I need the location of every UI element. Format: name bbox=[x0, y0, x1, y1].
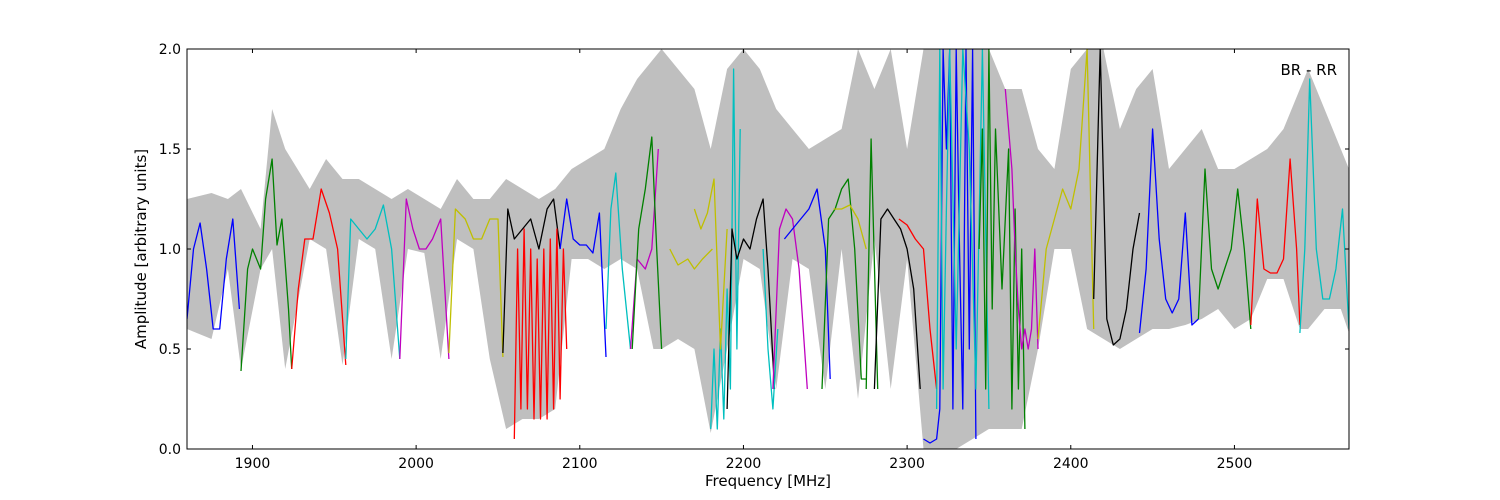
series-line-19 bbox=[821, 178, 867, 390]
y-axis: 0.0 0.5 1.0 1.5 2.0 bbox=[159, 42, 1349, 458]
series-line-17 bbox=[772, 208, 808, 390]
x-tick-label: 2100 bbox=[562, 456, 598, 472]
series-line-8 bbox=[559, 198, 607, 358]
series-line-26 bbox=[978, 49, 1026, 430]
x-tick-label: 2400 bbox=[1053, 456, 1089, 472]
envelope-band bbox=[187, 49, 1349, 449]
series-line-3 bbox=[345, 204, 401, 360]
series-line-21 bbox=[865, 138, 879, 390]
series-line-11 bbox=[631, 136, 663, 350]
series-line-25 bbox=[935, 49, 990, 410]
series-line-1 bbox=[240, 158, 293, 372]
x-tick-label: 2000 bbox=[398, 456, 434, 472]
x-tick-label: 2300 bbox=[889, 456, 925, 472]
x-tick-label: 2200 bbox=[726, 456, 762, 472]
y-tick-label: 1.0 bbox=[159, 242, 181, 258]
series-line-28 bbox=[1037, 49, 1095, 340]
series-line-9 bbox=[605, 172, 632, 350]
x-axis-title: Frequency [MHz] bbox=[705, 472, 831, 490]
y-tick-label: 0.0 bbox=[159, 442, 181, 458]
y-tick-label: 0.5 bbox=[159, 342, 181, 358]
series-line-23 bbox=[898, 218, 938, 390]
x-tick-label: 1900 bbox=[235, 456, 271, 472]
y-tick-label: 1.5 bbox=[159, 142, 181, 158]
series-line-7 bbox=[513, 228, 568, 440]
series-line-0 bbox=[187, 218, 241, 330]
series-line-29 bbox=[1093, 49, 1141, 346]
series-line-27 bbox=[1004, 88, 1039, 350]
series-line-20 bbox=[833, 204, 867, 250]
annotation-label: BR - RR bbox=[1280, 61, 1337, 79]
series-line-32 bbox=[1250, 158, 1301, 326]
series-line-5 bbox=[448, 208, 504, 358]
x-axis: 1900 2000 2100 2200 2300 2400 2500 bbox=[235, 49, 1253, 472]
series-line-24 bbox=[923, 49, 977, 444]
y-axis-title: Amplitude [arbitrary units] bbox=[132, 149, 150, 349]
y-tick-label: 2.0 bbox=[159, 42, 181, 58]
series-line-30 bbox=[1138, 128, 1199, 334]
x-tick-label: 2500 bbox=[1217, 456, 1253, 472]
series-line-15 bbox=[726, 198, 776, 410]
series-line-16 bbox=[762, 248, 779, 410]
series-line-4 bbox=[399, 198, 450, 360]
series-line-31 bbox=[1197, 168, 1252, 330]
series-line-18 bbox=[783, 188, 831, 380]
series-group bbox=[187, 49, 1349, 444]
series-line-14 bbox=[693, 178, 728, 350]
series-line-6 bbox=[502, 198, 561, 354]
plot-area bbox=[187, 49, 1349, 449]
series-line-2 bbox=[291, 188, 347, 370]
series-line-12 bbox=[669, 248, 713, 270]
series-line-13 bbox=[710, 68, 741, 430]
series-line-33 bbox=[1299, 78, 1349, 334]
series-line-22 bbox=[873, 208, 921, 390]
